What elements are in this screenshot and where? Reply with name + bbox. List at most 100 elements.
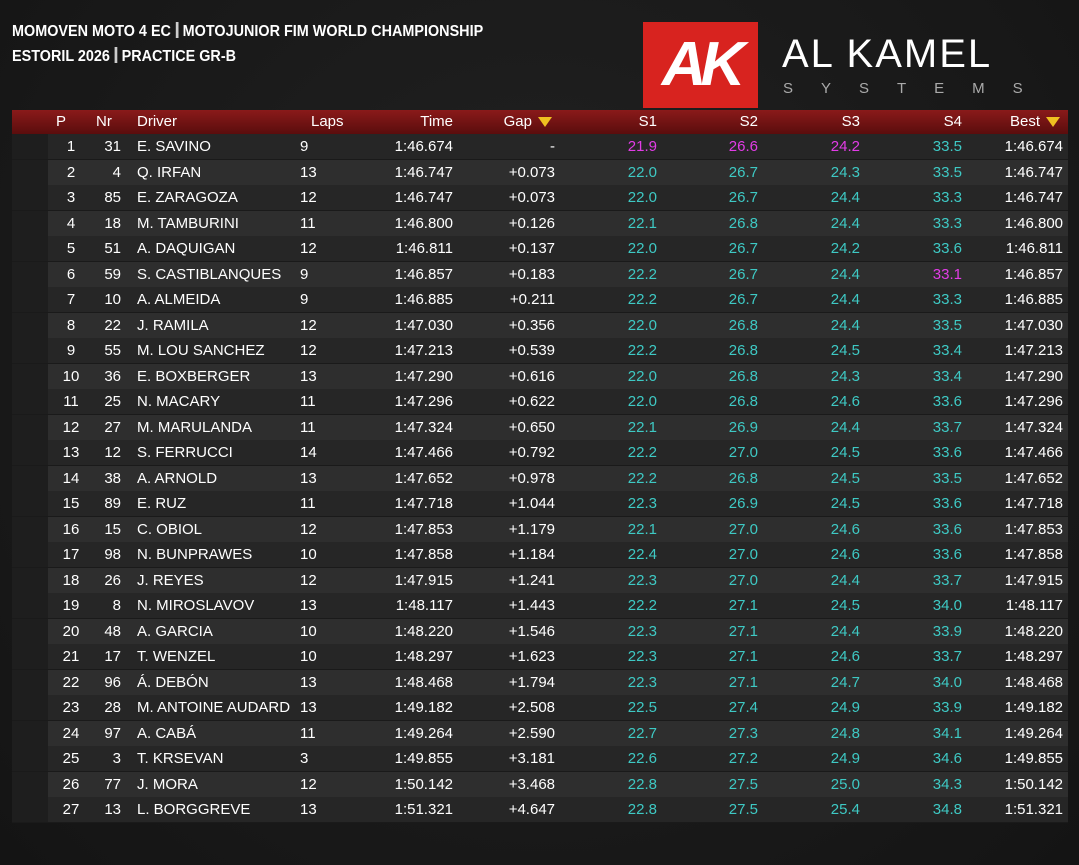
table-cell: 9 [300,265,309,283]
table-cell: 1:46.800 [1004,214,1063,232]
table-cell: 22.0 [627,367,657,385]
table-cell: 16 [62,520,80,538]
table-cell: 34.6 [932,750,962,767]
table-cell: 27.4 [728,699,758,716]
table-cell: 24.2 [830,240,860,257]
table-cell: 23 [62,699,80,716]
row-lead [12,210,48,236]
table-cell: +1.623 [508,648,555,665]
table-cell: 14 [300,444,317,461]
row-lead [12,236,48,261]
table-cell: 24.5 [830,597,860,614]
table-cell: 26.7 [728,291,758,308]
table-cell: L. BORGGREVE [137,801,251,818]
row-lead [12,669,48,695]
table-cell: 5 [66,240,76,257]
table-cell: 1:48.220 [394,622,453,640]
table-cell: 24.2 [830,138,860,155]
table-cell: E. BOXBERGER [137,367,251,385]
table-cell: 27.0 [728,520,758,538]
table-cell: 24.9 [830,750,860,767]
sort-arrow [1046,117,1060,127]
table-cell: 22.6 [627,750,657,767]
table-cell: 24.4 [830,189,860,206]
table-cell: 22.2 [627,469,657,487]
row-lead [12,695,48,720]
table-cell: 19 [62,597,80,614]
table-cell: M. MARULANDA [137,418,253,436]
table-row: 8 22 J. RAMILA 12 1:47.030 +0.356 22.0 26.8 24.4… [12,312,1068,339]
row-lead [12,644,48,669]
table-cell: 1:46.747 [1004,189,1063,206]
table-cell: 1:47.466 [1004,444,1063,461]
table-cell: 1:47.030 [1004,316,1063,334]
table-cell: 33.6 [932,393,962,410]
table-cell: 24.6 [830,393,860,410]
column-header: Nr [96,113,112,130]
table-cell: 25.4 [830,801,860,818]
table-cell: S. CASTIBLANQUES [137,265,282,283]
table-cell: 24.9 [830,699,860,716]
table-row: 12 27 M. MARULANDA 11 1:47.324 +0.650 22.1 26.9… [12,414,1068,441]
subtitle-part: PRACTICE GR-B [121,48,237,65]
table-cell: 27.2 [728,750,758,767]
table-cell: 3 [112,750,121,767]
table-cell: 24.4 [830,214,860,232]
table-cell: 11 [300,724,316,742]
table-cell: 1:46.885 [394,291,453,308]
table-cell: 25 [104,393,121,410]
table-cell: 10 [62,367,80,385]
table-row: 2 4 Q. IRFAN 13 1:46.747 +0.073 22.0 26.7 24.3 33… [12,159,1068,186]
table-cell: 48 [104,622,121,640]
table-cell: 33.6 [932,520,962,538]
table-cell: +0.539 [508,342,555,359]
table-cell: J. REYES [137,571,204,589]
table-cell: 4 [66,214,76,232]
table-cell: 1:47.296 [394,393,453,410]
logo-tagline: SYSTEMS [783,80,1051,97]
table-cell: 27.3 [728,724,758,742]
table-cell: 27.5 [728,775,758,793]
table-cell: 27.1 [728,622,758,640]
table-cell: 1:49.264 [1004,724,1063,742]
table-row: 3 85 E. ZARAGOZA 12 1:46.747 +0.073 22.0 26.7 24… [12,185,1068,211]
table-cell: 1:46.857 [1004,265,1063,283]
table-cell: 13 [300,469,317,487]
table-cell: 12 [300,316,317,334]
table-cell: 27 [104,418,121,436]
table-cell: 1:47.652 [1004,469,1063,487]
subtitle-part: ESTORIL 2026 [12,48,110,65]
table-cell: 24 [62,724,80,742]
table-cell: 22.0 [627,240,657,257]
row-lead [12,185,48,210]
table-row: 23 28 M. ANTOINE AUDARD 13 1:49.182 +2.508 22.… [12,695,1068,721]
row-lead [12,746,48,771]
title-part: MOTOJUNIOR FIM WORLD CHAMPIONSHIP [182,23,484,40]
column-header: S4 [943,113,962,130]
table-cell: 24.4 [830,316,860,334]
table-cell: 1:46.811 [1005,240,1063,257]
table-cell: 1:46.811 [395,240,453,257]
table-cell: 27.1 [728,648,758,665]
table-cell: 1:47.466 [394,444,453,461]
table-row: 21 17 T. WENZEL 10 1:48.297 +1.623 22.3 27.1 24.… [12,644,1068,670]
table-cell: 27 [62,801,80,818]
table-cell: 33.9 [932,699,962,716]
table-cell: 13 [300,801,317,818]
table-cell: 13 [300,367,317,385]
table-cell: +0.622 [508,393,555,410]
table-cell: 34.3 [932,775,962,793]
table-cell: 14 [62,469,80,487]
table-cell: 12 [300,571,317,589]
table-cell: 12 [300,775,317,793]
table-cell: 1:49.182 [394,699,453,716]
table-cell: 33.9 [932,622,962,640]
table-cell: 12 [300,240,317,257]
table-cell: 33.7 [932,418,962,436]
table-cell: - [550,138,555,155]
table-cell: 22.5 [627,699,657,716]
table-cell: 38 [104,469,121,487]
table-cell: 22.1 [627,418,657,436]
table-cell: +1.241 [508,571,555,589]
row-lead [12,516,48,542]
